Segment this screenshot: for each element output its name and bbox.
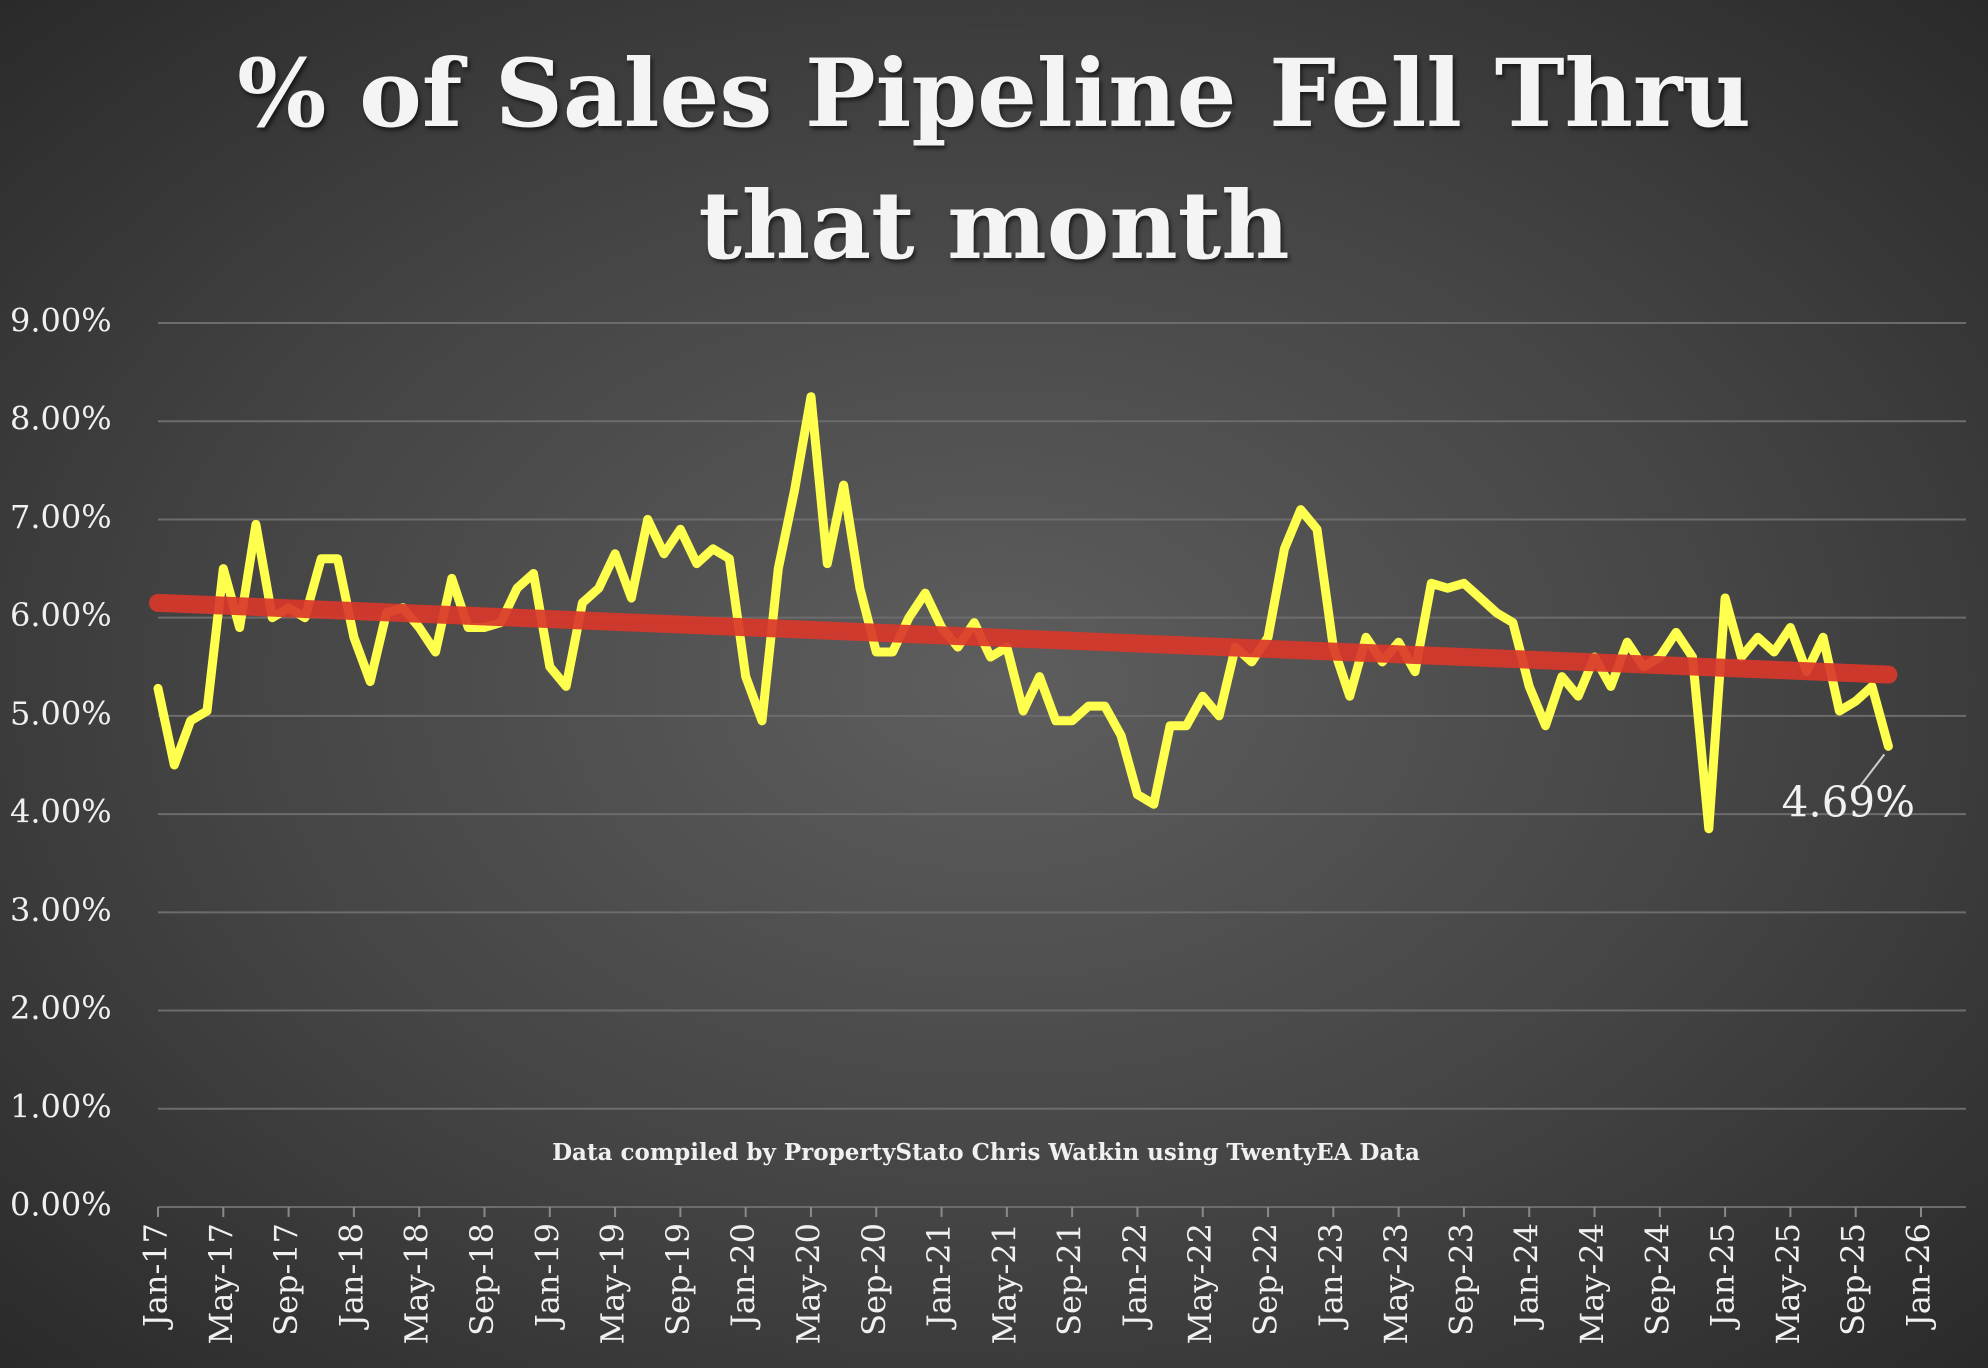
x-tick-label: Sep-22 [1247, 1223, 1285, 1336]
x-tick-label: Jan-24 [1508, 1223, 1546, 1330]
y-tick-label: 5.00% [10, 694, 112, 732]
x-tick-label: Jan-19 [528, 1223, 566, 1330]
x-tick-label: Sep-17 [267, 1223, 305, 1336]
x-tick-label: May-21 [985, 1223, 1023, 1344]
annotation-label: 4.69% [1782, 777, 1915, 826]
x-tick-label: May-18 [398, 1223, 436, 1344]
y-tick-label: 6.00% [10, 596, 112, 634]
x-tick-label: Jan-18 [332, 1223, 370, 1330]
x-tick-label: May-19 [594, 1223, 632, 1344]
x-tick-label: Jan-22 [1116, 1223, 1154, 1330]
x-tick-label: Jan-17 [137, 1223, 175, 1330]
annotation-leader [1857, 753, 1886, 789]
x-tick-label: Sep-23 [1442, 1223, 1480, 1336]
y-tick-label: 0.00% [10, 1186, 112, 1224]
x-tick-label: Sep-24 [1638, 1223, 1676, 1336]
y-tick-label: 4.00% [10, 793, 112, 831]
x-tick-label: Jan-26 [1900, 1223, 1938, 1330]
x-tick-label: Sep-20 [855, 1223, 893, 1336]
x-tick-label: May-22 [1181, 1223, 1219, 1344]
x-tick-label: May-24 [1573, 1223, 1611, 1344]
x-tick-label: Jan-23 [1312, 1223, 1350, 1330]
chart-title: % of Sales Pipeline Fell Thru that month [237, 39, 1751, 281]
trend-line [149, 593, 1898, 684]
y-tick-label: 1.00% [10, 1087, 112, 1125]
x-tick-label: May-23 [1377, 1223, 1415, 1344]
x-tick-label: Sep-25 [1834, 1223, 1872, 1336]
x-tick-label: May-17 [202, 1223, 240, 1344]
y-tick-label: 9.00% [10, 302, 112, 340]
y-tick-label: 3.00% [10, 891, 112, 929]
y-tick-label: 8.00% [10, 400, 112, 438]
x-tick-label: May-20 [789, 1223, 827, 1344]
x-tick-label: Sep-21 [1051, 1223, 1089, 1336]
x-tick-label: Jan-20 [724, 1223, 762, 1330]
x-tick-label: Jan-21 [920, 1223, 958, 1330]
x-tick-label: Jan-25 [1704, 1223, 1742, 1330]
x-tick-label: Sep-19 [659, 1223, 697, 1336]
y-tick-label: 2.00% [10, 989, 112, 1027]
x-tick-label: Sep-18 [463, 1223, 501, 1336]
footnote: Data compiled by PropertyStato Chris Wat… [552, 1139, 1420, 1166]
x-tick-label: May-25 [1769, 1223, 1807, 1344]
y-tick-label: 7.00% [10, 498, 112, 536]
